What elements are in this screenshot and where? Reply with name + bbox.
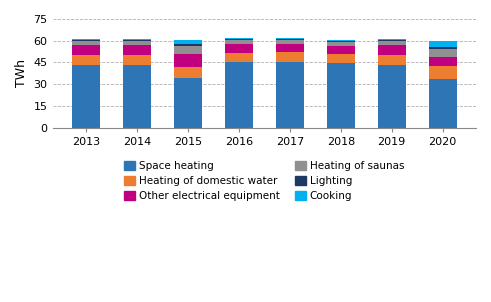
Bar	[225, 44, 253, 53]
Bar	[327, 41, 355, 42]
Bar	[276, 39, 304, 40]
Bar	[123, 65, 151, 127]
Bar	[174, 67, 202, 78]
Bar	[72, 45, 100, 55]
Bar	[72, 65, 100, 127]
Bar	[72, 40, 100, 41]
Bar	[429, 79, 457, 127]
Bar	[72, 39, 100, 40]
Bar	[174, 40, 202, 43]
Bar	[174, 43, 202, 47]
Bar	[174, 78, 202, 127]
Bar	[378, 41, 406, 45]
Legend: Space heating, Heating of domestic water, Other electrical equipment, Heating of: Space heating, Heating of domestic water…	[120, 157, 409, 205]
Bar	[276, 52, 304, 63]
Bar	[225, 38, 253, 39]
Bar	[327, 47, 355, 54]
Bar	[123, 45, 151, 55]
Bar	[225, 53, 253, 62]
Bar	[378, 55, 406, 65]
Bar	[429, 66, 457, 79]
Y-axis label: TWh: TWh	[15, 59, 28, 87]
Bar	[378, 39, 406, 40]
Bar	[429, 49, 457, 56]
Bar	[276, 43, 304, 52]
Bar	[174, 54, 202, 67]
Bar	[123, 40, 151, 41]
Bar	[123, 41, 151, 45]
Bar	[123, 55, 151, 65]
Bar	[174, 47, 202, 54]
Bar	[327, 42, 355, 47]
Bar	[123, 39, 151, 40]
Bar	[225, 40, 253, 44]
Bar	[276, 40, 304, 43]
Bar	[327, 63, 355, 127]
Bar	[276, 38, 304, 39]
Bar	[327, 54, 355, 63]
Bar	[429, 41, 457, 47]
Bar	[378, 45, 406, 55]
Bar	[327, 40, 355, 41]
Bar	[72, 55, 100, 65]
Bar	[72, 41, 100, 45]
Bar	[429, 56, 457, 66]
Bar	[225, 62, 253, 127]
Bar	[378, 65, 406, 127]
Bar	[378, 40, 406, 41]
Bar	[276, 63, 304, 127]
Bar	[429, 47, 457, 49]
Bar	[225, 39, 253, 40]
